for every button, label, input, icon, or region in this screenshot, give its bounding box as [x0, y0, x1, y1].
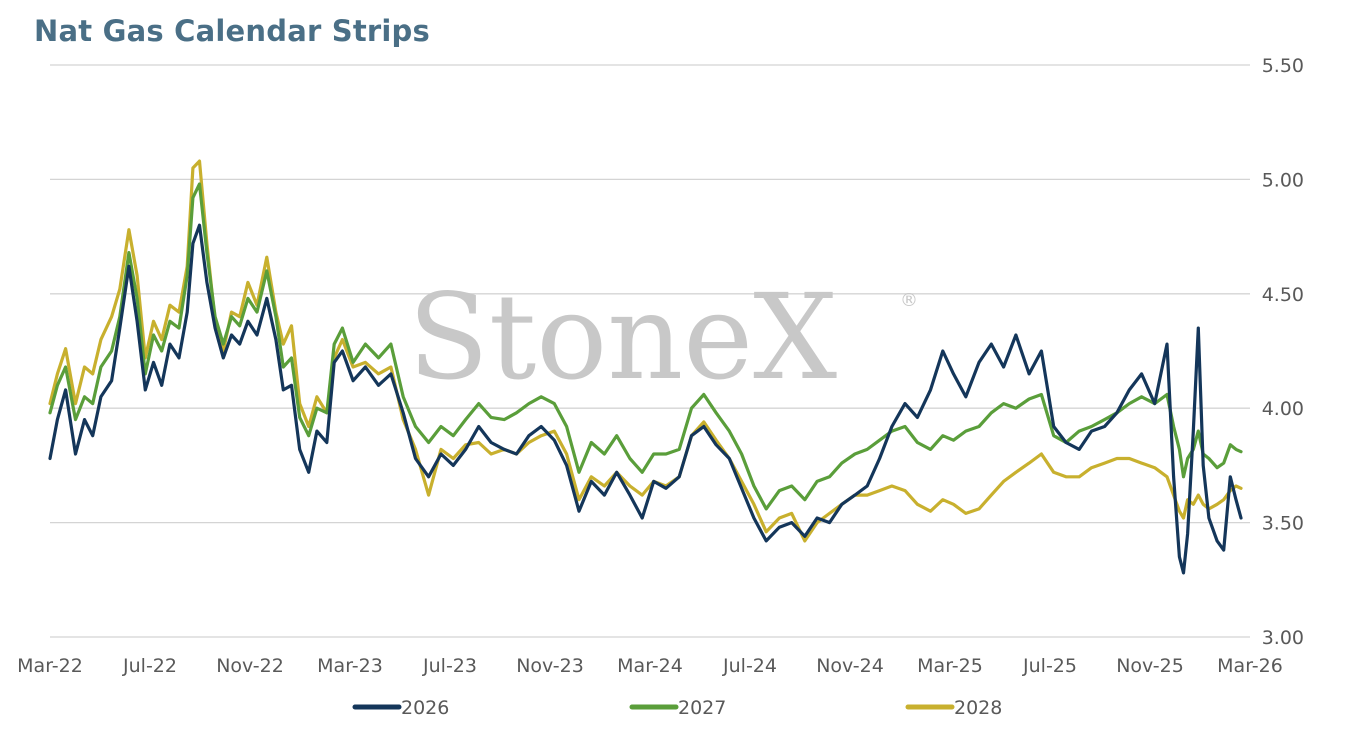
x-tick-label: Mar-22	[17, 655, 83, 677]
x-tick-label: Mar-23	[317, 655, 383, 677]
y-tick-label: 5.00	[1262, 169, 1304, 191]
x-tick-label: Jul-24	[722, 655, 777, 677]
x-axis: Mar-22 Jul-22 Nov-22 Mar-23 Jul-23 Nov-23 Mar-…	[17, 655, 1283, 677]
x-tick-label: Nov-25	[1116, 655, 1184, 677]
gridlines	[50, 64, 1250, 638]
y-axis: 3.00 3.50 4.00 4.50 5.00 5.50	[1262, 55, 1304, 649]
legend-label-2027: 2027	[678, 697, 726, 719]
y-tick-label: 4.00	[1262, 398, 1304, 420]
x-tick-label: Nov-24	[816, 655, 884, 677]
chart-title: Nat Gas Calendar Strips	[34, 14, 430, 48]
series-lines	[48, 159, 1243, 575]
x-tick-label: Nov-23	[516, 655, 584, 677]
x-tick-label: Jul-25	[1022, 655, 1077, 677]
watermark-registered-mark: ®	[900, 290, 918, 311]
x-tick-label: Jul-23	[422, 655, 477, 677]
y-tick-label: 5.50	[1262, 55, 1304, 77]
legend-label-2026: 2026	[401, 697, 449, 719]
legend: 2026 2027 2028	[352, 697, 1002, 719]
series-line-2027	[48, 182, 1243, 511]
y-tick-label: 3.50	[1262, 513, 1304, 535]
series-line-2026	[48, 223, 1243, 575]
x-tick-label: Mar-24	[617, 655, 683, 677]
y-tick-label: 4.50	[1262, 284, 1304, 306]
watermark: StoneX ®	[408, 268, 918, 406]
x-tick-label: Mar-26	[1217, 655, 1283, 677]
watermark-text: StoneX	[408, 268, 837, 406]
y-tick-label: 3.00	[1262, 627, 1304, 649]
x-tick-label: Jul-22	[122, 655, 177, 677]
x-tick-label: Nov-22	[216, 655, 284, 677]
legend-label-2028: 2028	[954, 697, 1002, 719]
x-tick-label: Mar-25	[917, 655, 983, 677]
